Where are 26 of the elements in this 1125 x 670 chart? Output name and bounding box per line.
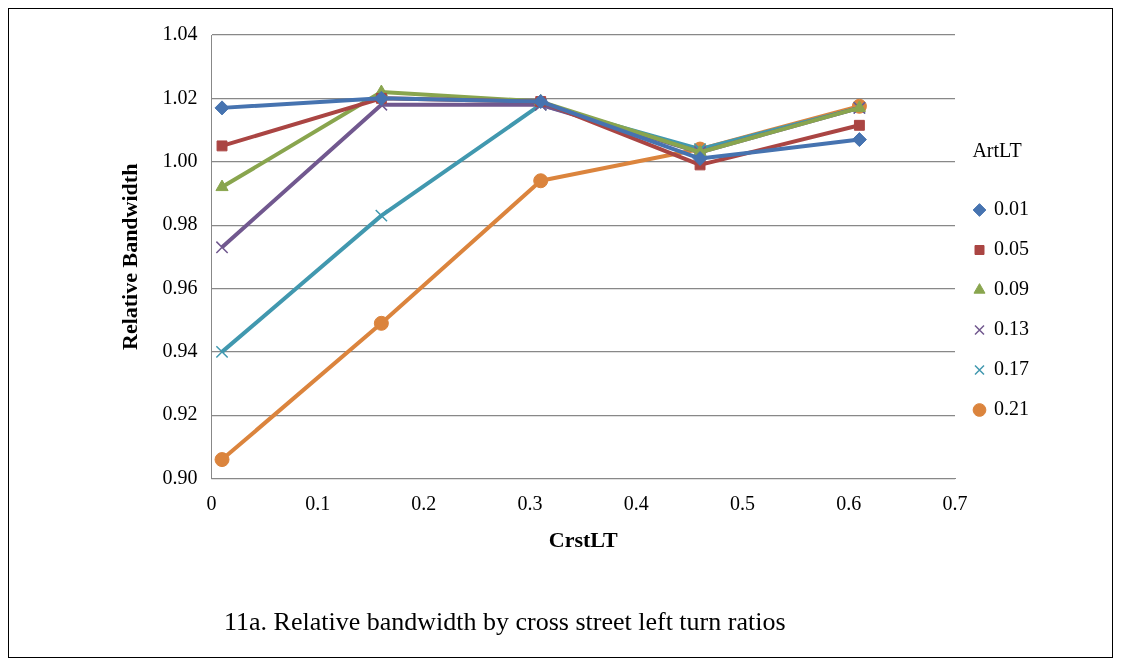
x-tick-label: 0 xyxy=(206,491,217,514)
y-tick-label: 1.00 xyxy=(162,148,198,171)
y-tick-label: 1.02 xyxy=(162,85,198,108)
legend-title: ArtLT xyxy=(972,139,1022,162)
y-tick-label: 0.92 xyxy=(162,402,198,425)
legend-label: 0.17 xyxy=(994,357,1029,380)
legend-label: 0.21 xyxy=(994,397,1029,420)
y-tick-label: 0.90 xyxy=(162,465,198,488)
y-tick-label: 0.98 xyxy=(162,212,198,235)
x-tick-label: 0.1 xyxy=(305,491,331,514)
legend-label: 0.13 xyxy=(994,317,1029,340)
y-tick-label: 1.04 xyxy=(162,22,198,45)
y-axis-title: Relative Bandwidth xyxy=(116,163,142,351)
y-tick-label: 0.96 xyxy=(162,275,198,298)
y-tick-label: 0.94 xyxy=(162,339,198,362)
legend-label: 0.09 xyxy=(994,277,1029,300)
x-tick-label: 0.3 xyxy=(517,491,543,514)
text: 11a. Relative bandwidth by cross street left turn ratios xyxy=(224,607,786,637)
x-tick-label: 0.5 xyxy=(730,491,756,514)
x-tick-label: 0.2 xyxy=(411,491,437,514)
legend-label: 0.05 xyxy=(994,237,1029,260)
x-axis-title: CrstLT xyxy=(548,527,618,553)
x-tick-label: 0.7 xyxy=(942,491,968,514)
x-tick-label: 0.4 xyxy=(623,491,649,514)
x-tick-label: 0.6 xyxy=(836,491,862,514)
legend-label: 0.01 xyxy=(994,197,1029,220)
